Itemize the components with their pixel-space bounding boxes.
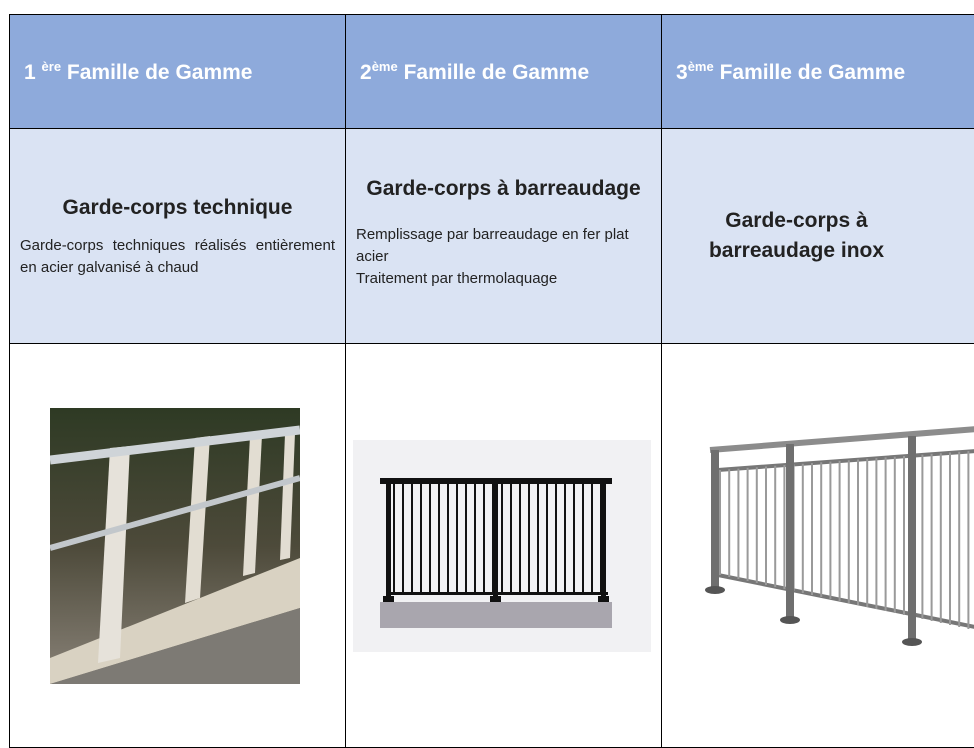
header-cell: 1 ère Famille de Gamme (9, 14, 346, 129)
description-row: Garde-corps technique Garde-corps techni… (9, 128, 974, 344)
product-title: Garde-corps à barreaudage inox (708, 209, 885, 262)
post (243, 434, 262, 576)
illustration-bar-railing (353, 439, 651, 652)
family-text: Famille de Gamme (719, 60, 906, 84)
family-number: 1 (24, 60, 36, 84)
product-description: Garde-corps techniques réalisés entièrem… (20, 237, 335, 276)
baluster (573, 483, 575, 594)
description-cell: Garde-corps à barreaudage Remplissage pa… (345, 128, 662, 344)
header-cell: 2ème Famille de Gamme (345, 14, 662, 129)
photo-technical-railing (50, 407, 300, 684)
baluster (591, 483, 593, 594)
baluster (519, 483, 521, 594)
description-cell: Garde-corps à barreaudage inox (661, 128, 974, 344)
post (711, 449, 719, 590)
baluster (438, 483, 440, 594)
family-suffix: ère (41, 58, 62, 74)
rail (50, 474, 300, 551)
baluster (456, 483, 458, 594)
family-number: 3 (676, 60, 688, 84)
description-line: Remplissage par barreaudage en fer plat … (356, 226, 629, 265)
description-line: Traitement par thermolaquage (356, 270, 558, 287)
baluster (537, 483, 539, 594)
baluster (429, 483, 431, 594)
product-title: Garde-corps à barreaudage (366, 177, 641, 200)
post (601, 477, 606, 602)
baluster (402, 483, 404, 594)
lower-rail (717, 572, 974, 629)
image-cell (661, 343, 974, 748)
post (908, 435, 916, 642)
post (386, 477, 391, 602)
upper-rail (717, 448, 974, 472)
gravel (50, 607, 300, 684)
baluster (582, 483, 584, 594)
baluster (474, 483, 476, 594)
post-foot (383, 595, 394, 602)
family-suffix: ème (687, 58, 714, 74)
post-base (902, 637, 922, 646)
post (786, 443, 794, 620)
post (185, 435, 210, 603)
baluster (501, 483, 503, 594)
baluster (564, 483, 566, 594)
family-suffix: ème (371, 58, 398, 74)
product-title: Garde-corps technique (62, 196, 293, 219)
image-row (9, 343, 974, 748)
post (98, 445, 130, 663)
image-cell (9, 343, 346, 748)
post (280, 432, 295, 560)
header-cell: 3ème Famille de Gamme (661, 14, 974, 129)
description-cell: Garde-corps technique Garde-corps techni… (9, 128, 346, 344)
baluster (510, 483, 512, 594)
baluster (393, 483, 395, 594)
illustration-inox-railing (705, 425, 974, 646)
baluster (528, 483, 530, 594)
baluster (411, 483, 413, 594)
baluster (420, 483, 422, 594)
range-table: 1 ère Famille de Gamme 2ème Famille de G… (9, 14, 974, 748)
baluster (555, 483, 557, 594)
post (493, 477, 498, 602)
baluster (447, 483, 449, 594)
slab (380, 601, 612, 628)
baluster (465, 483, 467, 594)
post-base (780, 615, 800, 624)
baluster (546, 483, 548, 594)
rail (50, 425, 300, 464)
header-row: 1 ère Famille de Gamme 2ème Famille de G… (9, 14, 974, 129)
handrail (709, 425, 974, 453)
post-foot (490, 595, 501, 602)
product-description: Remplissage par barreaudage en fer plat … (346, 224, 661, 290)
post-base (705, 585, 725, 594)
baluster (483, 483, 485, 594)
image-cell (345, 343, 662, 748)
family-text: Famille de Gamme (403, 60, 590, 84)
family-number: 2 (360, 60, 372, 84)
family-text: Famille de Gamme (66, 60, 253, 84)
post-foot (598, 595, 609, 602)
